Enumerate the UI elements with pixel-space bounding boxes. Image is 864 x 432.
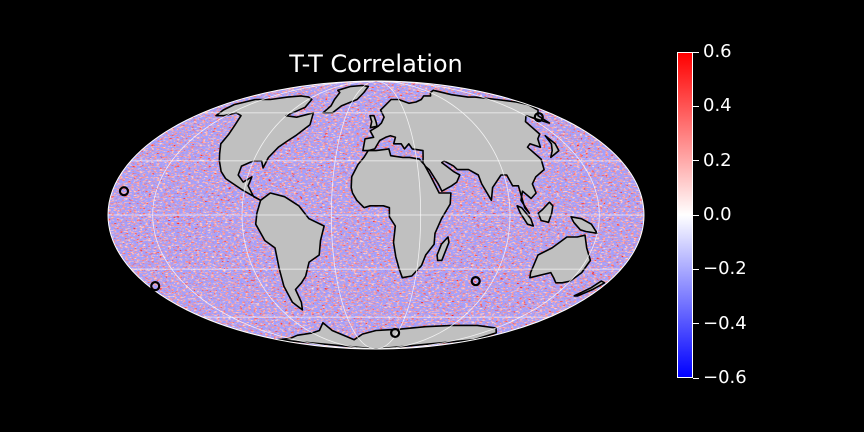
map-title: T-T Correlation bbox=[289, 50, 463, 78]
land-north-america bbox=[215, 95, 315, 202]
colorbar-tick-label: 0.6 bbox=[703, 41, 732, 62]
meridian-line bbox=[330, 81, 377, 349]
station-marker bbox=[533, 112, 544, 123]
land-madagascar bbox=[436, 236, 450, 262]
colorbar-tick bbox=[693, 377, 699, 379]
land-greenland bbox=[322, 84, 370, 114]
land-uk bbox=[369, 114, 378, 129]
meridian-line bbox=[375, 81, 600, 349]
station-marker bbox=[150, 281, 161, 292]
graticule bbox=[108, 81, 644, 349]
colorbar-tick-label: 0.0 bbox=[703, 204, 732, 225]
meridian-line bbox=[152, 81, 377, 349]
colorbar-tick bbox=[693, 160, 699, 162]
station-marker bbox=[470, 276, 481, 287]
meridian-line bbox=[375, 81, 422, 349]
colorbar-tick bbox=[693, 51, 699, 53]
colorbar-tick-label: 0.4 bbox=[703, 95, 732, 117]
globe-outline bbox=[107, 80, 645, 350]
land-australia bbox=[529, 234, 592, 284]
land-japan bbox=[544, 134, 560, 159]
colorbar-tick-label: −0.2 bbox=[703, 258, 747, 280]
land-eurasia bbox=[362, 89, 551, 214]
colorbar-tick-label: −0.6 bbox=[703, 367, 747, 388]
colorbar-tick bbox=[693, 214, 699, 216]
colorbar-tick bbox=[693, 105, 699, 107]
colorbar-tick bbox=[693, 323, 699, 325]
colorbar-tick-label: 0.2 bbox=[703, 149, 732, 171]
colorbar-tick-label: −0.4 bbox=[703, 312, 747, 334]
markers bbox=[118, 112, 544, 339]
meridian-line bbox=[241, 81, 377, 349]
land-new-guinea bbox=[570, 216, 598, 235]
meridian-line bbox=[375, 81, 511, 349]
land-borneo bbox=[537, 201, 554, 224]
ocean-field bbox=[108, 81, 644, 349]
land-sumatra bbox=[516, 205, 535, 227]
land-africa bbox=[350, 148, 452, 279]
colorbar-tick bbox=[693, 268, 699, 270]
land-masses bbox=[215, 84, 606, 349]
station-marker bbox=[118, 186, 130, 197]
colorbar bbox=[677, 52, 693, 378]
station-marker bbox=[389, 327, 401, 339]
land-new-zealand bbox=[573, 280, 606, 297]
land-south-america bbox=[254, 192, 325, 311]
